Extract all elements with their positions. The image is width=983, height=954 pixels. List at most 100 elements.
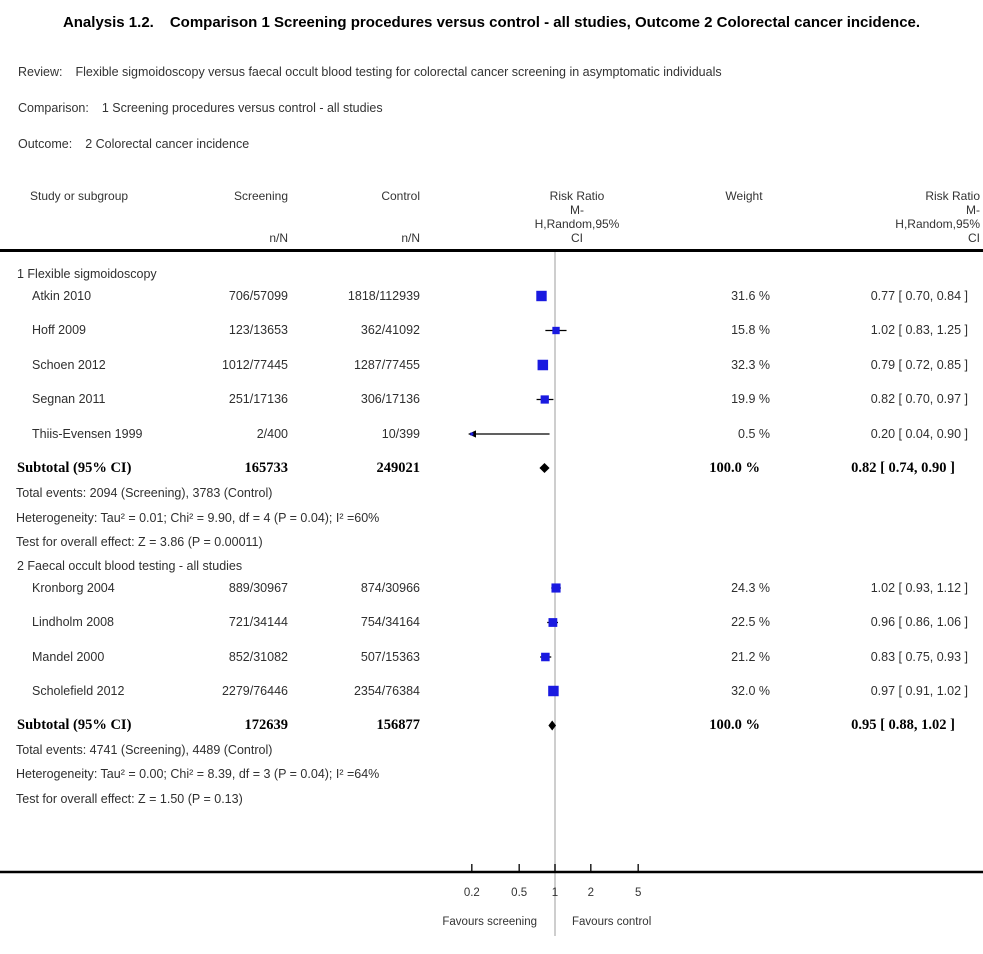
comparison-line: Comparison: 1 Screening procedures versus… [18,100,383,116]
point-estimate-marker [540,395,549,404]
overall-effect-text: Test for overall effect: Z = 3.86 (P = 0… [16,535,263,549]
axis-tick-label: 0.2 [464,887,480,899]
subtotal-weight: 100.0 % [709,459,760,476]
review-label: Review: [18,65,63,79]
col-header-control-nN: n/N [401,231,420,245]
study-name: Segnan 2011 [32,392,106,406]
col-header-screening-nN: n/N [269,231,288,245]
screening-n-N: 2279/76446 [221,683,288,698]
overall-effect-row: Test for overall effect: Z = 3.86 (P = 0… [0,533,983,552]
study-row: Scholefield 2012 2279/76446 2354/76384 32.0… [0,682,983,701]
study-name: Lindholm 2008 [32,615,115,629]
study-row: Mandel 2000 852/31082 507/15363 21.2 % 0.83 … [0,648,983,667]
point-estimate-marker [536,290,547,302]
control-n-N: 1287/77455 [353,357,420,372]
col-header-weight: Weight [725,189,763,203]
control-n-N: 754/34164 [360,615,420,629]
group-label: 2 Faecal occult blood testing - all stud… [17,559,243,573]
rr-header-line4: CI [571,231,583,245]
subtotal-diamond [548,720,557,731]
subtotal-risk-ratio-ci: 0.82 [ 0.74, 0.90 ] [851,459,955,476]
study-name: Kronborg 2004 [32,580,115,595]
screening-n-N: 889/30967 [228,580,288,595]
weight-value: 32.0 % [731,683,770,698]
weight-value: 24.3 % [731,580,770,595]
study-row: Kronborg 2004 889/30967 874/30966 24.3 % 1.0… [0,579,983,598]
total-events-text: Total events: 4741 (Screening), 4489 (Co… [16,742,273,757]
risk-ratio-ci-value: 0.97 [ 0.91, 1.02 ] [870,683,968,698]
study-name: Thiis-Evensen 1999 [32,426,143,441]
risk-ratio-ci-value: 0.83 [ 0.75, 0.93 ] [870,649,968,664]
study-name: Schoen 2012 [32,357,106,372]
rr-header2-line4: CI [968,231,980,245]
weight-value: 19.9 % [731,392,770,406]
point-estimate-marker [551,583,561,593]
subtotal-weight: 100.0 % [709,717,760,733]
study-name: Scholefield 2012 [32,683,125,698]
comparison-label: Comparison: [18,101,89,115]
axis-tick-label: 2 [588,887,594,899]
subtotal-risk-ratio-ci: 0.95 [ 0.88, 1.02 ] [851,717,955,733]
group-label-row: 2 Faecal occult blood testing - all stud… [0,557,983,576]
analysis-title: Analysis 1.2. Comparison 1 Screening proc… [24,8,959,37]
analysis-title-text: Comparison 1 Screening procedures versus… [169,14,921,31]
overall-effect-row: Test for overall effect: Z = 1.50 (P = 0… [0,790,983,809]
rr-header2-line2: M- [966,203,980,217]
subtotal-control-N: 249021 [376,459,421,476]
col-header-risk-ratio-plot: Risk Ratio M- H,Random,95% CI [477,189,677,245]
study-row: Schoen 2012 1012/77445 1287/77455 32.3 % 0.7… [0,356,983,375]
screening-n-N: 2/400 [256,426,288,441]
screening-n-N: 721/34144 [228,615,288,629]
study-name: Atkin 2010 [32,288,92,303]
rr-header-line3: H,Random,95% [534,217,620,231]
overall-effect-text: Test for overall effect: Z = 1.50 (P = 0… [16,791,243,806]
favours-control-label: Favours control [572,916,651,928]
control-n-N: 10/399 [381,426,420,441]
point-estimate-marker [548,618,558,627]
subtotal-diamond [539,463,550,473]
favours-screening-label: Favours screening [442,916,537,928]
rr-header-line2: M- [570,203,584,217]
axis-tick-label: 5 [635,887,641,899]
weight-value: 31.6 % [731,288,770,303]
subtotal-row: Subtotal (95% CI) 165733 249021 100.0 % 0.82… [0,459,983,478]
risk-ratio-ci-value: 1.02 [ 0.93, 1.12 ] [870,580,968,595]
control-n-N: 362/41092 [360,323,420,337]
col-header-study: Study or subgroup [30,189,129,203]
axis-tick-label: 0.5 [511,887,527,899]
study-row: Lindholm 2008 721/34144 754/34164 22.5 % 0.9… [0,613,983,632]
heterogeneity-text: Heterogeneity: Tau² = 0.00; Chi² = 8.39,… [16,767,380,781]
weight-value: 21.2 % [731,649,770,664]
study-row: Atkin 2010 706/57099 1818/112939 31.6 % 0.77… [0,287,983,306]
control-n-N: 306/17136 [360,392,420,406]
weight-value: 15.8 % [731,323,770,337]
outcome-label: Outcome: [18,137,73,151]
subtotal-label: Subtotal (95% CI) [17,717,132,733]
group-label-row: 1 Flexible sigmoidoscopy [0,265,983,284]
risk-ratio-ci-value: 0.82 [ 0.70, 0.97 ] [870,392,968,406]
screening-n-N: 706/57099 [228,288,288,303]
point-estimate-marker [552,326,560,335]
subtotal-screening-N: 172639 [244,717,289,733]
heterogeneity-row: Heterogeneity: Tau² = 0.00; Chi² = 8.39,… [0,765,983,784]
point-estimate-marker [541,652,550,662]
point-estimate-marker [470,432,474,436]
screening-n-N: 123/13653 [228,323,288,337]
risk-ratio-ci-value: 0.96 [ 0.86, 1.06 ] [870,615,968,629]
control-n-N: 507/15363 [360,649,420,664]
group-label: 1 Flexible sigmoidoscopy [17,266,157,281]
total-events-row: Total events: 2094 (Screening), 3783 (Co… [0,484,983,503]
risk-ratio-ci-value: 0.77 [ 0.70, 0.84 ] [870,288,968,303]
screening-n-N: 251/17136 [228,392,288,406]
risk-ratio-ci-value: 0.79 [ 0.72, 0.85 ] [870,357,968,372]
study-name: Mandel 2000 [32,649,105,664]
weight-value: 32.3 % [731,357,770,372]
subtotal-label: Subtotal (95% CI) [17,459,132,476]
risk-ratio-ci-value: 0.20 [ 0.04, 0.90 ] [870,426,968,441]
total-events-row: Total events: 4741 (Screening), 4489 (Co… [0,741,983,760]
weight-value: 0.5 % [738,426,770,441]
outcome-line: Outcome: 2 Colorectal cancer incidence [18,136,249,152]
